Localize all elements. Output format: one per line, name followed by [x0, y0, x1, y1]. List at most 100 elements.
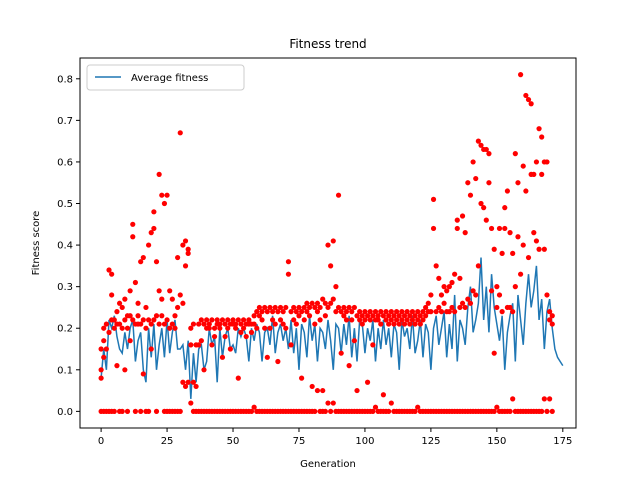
fitness-point	[523, 188, 529, 194]
fitness-point	[510, 396, 516, 402]
fitness-point	[159, 313, 165, 319]
fitness-point	[383, 309, 389, 315]
fitness-point	[523, 92, 529, 99]
fitness-point	[317, 317, 323, 323]
fitness-point	[138, 408, 144, 414]
fitness-point	[312, 408, 318, 414]
fitness-point	[201, 321, 207, 327]
fitness-point	[338, 309, 344, 315]
y-tick-label: 0.4	[57, 241, 73, 252]
fitness-point	[135, 313, 141, 319]
fitness-point	[222, 321, 228, 327]
fitness-point	[364, 313, 371, 319]
fitness-point	[180, 242, 186, 248]
fitness-point	[423, 313, 429, 319]
fitness-point	[333, 309, 339, 315]
fitness-point	[412, 408, 418, 414]
fitness-point	[420, 309, 426, 315]
fitness-point	[259, 309, 265, 315]
fitness-point	[138, 321, 144, 327]
fitness-point	[222, 333, 228, 340]
fitness-point	[446, 284, 452, 290]
fitness-point	[206, 321, 212, 327]
fitness-point	[109, 271, 115, 277]
fitness-point	[531, 171, 537, 177]
y-axis-label: Fitness score	[31, 211, 42, 276]
fitness-point	[182, 383, 189, 390]
fitness-point	[502, 225, 508, 232]
fitness-point	[322, 300, 328, 306]
y-tick-label: 0.5	[57, 199, 73, 210]
fitness-point	[539, 408, 545, 414]
fitness-point	[280, 321, 286, 327]
fitness-point	[486, 180, 492, 186]
fitness-point	[153, 408, 160, 414]
fitness-point	[441, 300, 447, 306]
fitness-point	[148, 321, 154, 327]
fitness-point	[433, 309, 439, 315]
fitness-point	[148, 346, 154, 352]
fitness-point	[122, 296, 128, 302]
fitness-point	[396, 313, 402, 319]
fitness-point	[499, 250, 505, 256]
fitness-point	[259, 317, 265, 323]
fitness-point	[272, 304, 278, 311]
fitness-point	[488, 288, 495, 294]
x-tick-label: 150	[487, 436, 506, 447]
fitness-point	[449, 304, 455, 311]
fitness-point	[325, 400, 331, 406]
fitness-point	[378, 321, 384, 327]
fitness-point	[428, 309, 434, 315]
fitness-point	[512, 151, 518, 157]
fitness-point	[299, 309, 305, 315]
fitness-point	[225, 317, 231, 323]
fitness-point	[454, 217, 460, 223]
fitness-point	[444, 288, 450, 294]
fitness-point	[478, 142, 484, 148]
fitness-point	[254, 309, 260, 315]
fitness-point	[370, 313, 376, 319]
fitness-point	[285, 259, 292, 265]
fitness-point	[328, 263, 334, 269]
fitness-point	[198, 338, 204, 344]
fitness-point	[412, 321, 418, 327]
fitness-point	[127, 338, 133, 344]
fitness-point	[496, 292, 503, 298]
fitness-point	[354, 387, 360, 394]
fitness-point	[346, 304, 352, 311]
fitness-point	[122, 317, 128, 323]
fitness-point	[309, 300, 315, 306]
fitness-point	[267, 325, 273, 331]
fitness-point	[235, 317, 241, 323]
fitness-point	[544, 159, 550, 165]
fitness-point	[299, 375, 305, 381]
fitness-point	[417, 313, 423, 319]
y-tick-label: 0.1	[57, 365, 73, 376]
fitness-point	[98, 375, 104, 381]
fitness-point	[143, 304, 149, 311]
fitness-point	[243, 333, 249, 340]
fitness-point	[140, 371, 146, 377]
fitness-point	[367, 317, 373, 323]
fitness-point	[507, 304, 513, 311]
fitness-point	[391, 321, 397, 327]
x-axis: 0 25 50 75 100 125 150 175	[98, 428, 572, 447]
fitness-point	[335, 304, 342, 311]
fitness-point	[251, 404, 257, 410]
fitness-point	[343, 309, 350, 315]
fitness-point	[357, 309, 363, 315]
fitness-point	[314, 387, 321, 394]
fitness-point	[370, 342, 376, 348]
x-axis-label: Generation	[300, 459, 356, 470]
fitness-point	[98, 367, 104, 373]
fitness-point	[386, 321, 392, 327]
fitness-point	[388, 317, 394, 323]
fitness-point	[401, 313, 408, 319]
fitness-point	[277, 304, 284, 311]
fitness-point	[182, 263, 189, 269]
fitness-point	[462, 304, 468, 311]
fitness-point	[175, 304, 181, 311]
fitness-point	[452, 271, 458, 277]
fitness-point	[425, 300, 431, 306]
fitness-point	[111, 317, 117, 323]
